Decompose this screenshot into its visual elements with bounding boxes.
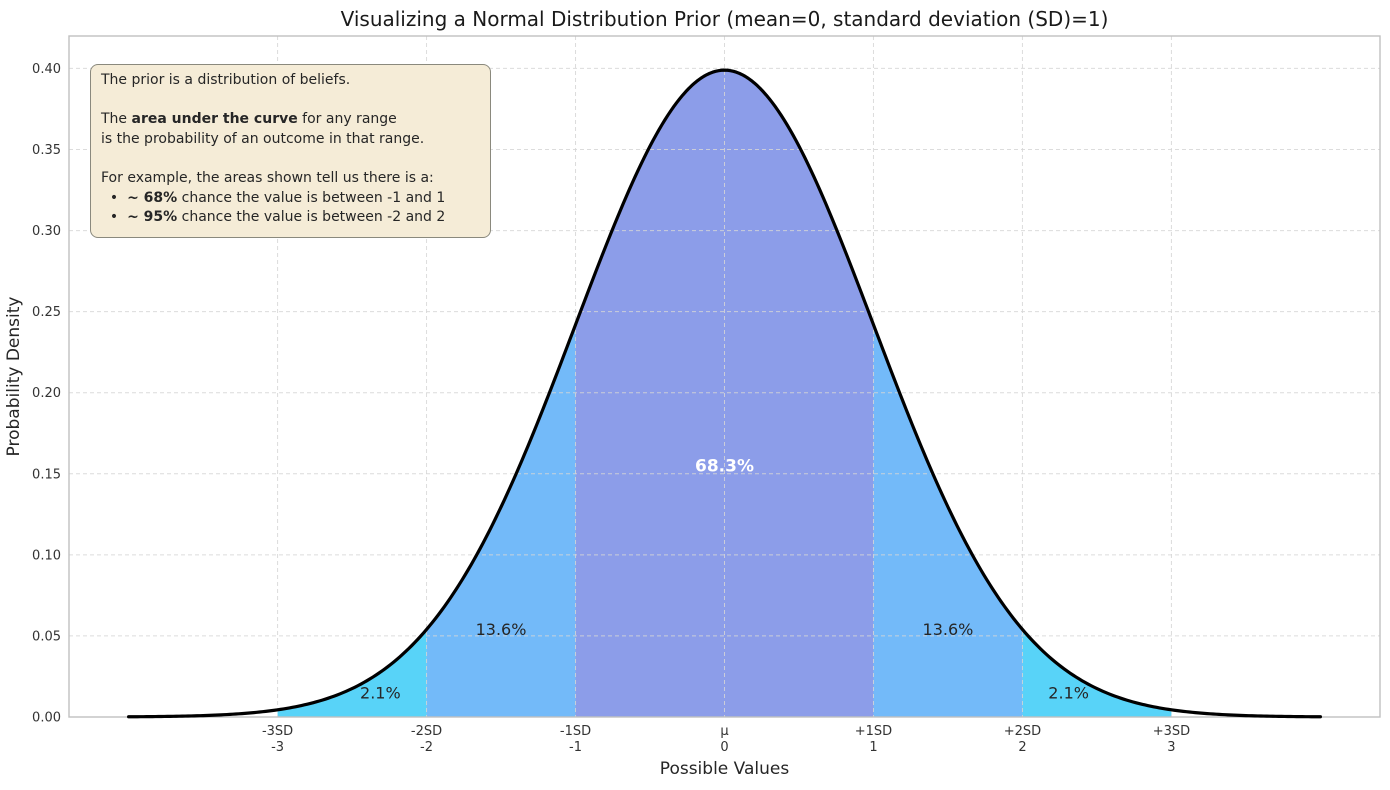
- annotation-line: is the probability of an outcome in that…: [101, 130, 480, 150]
- x-tick-sd-label: μ: [720, 724, 728, 739]
- plot-border: [68, 35, 1381, 718]
- annotation-text-bold: area under the curve: [131, 111, 298, 128]
- x-tick-value-label: -3: [271, 740, 284, 755]
- annotation-text: The: [101, 111, 132, 128]
- annotation-line: [101, 91, 480, 111]
- chart-title: Visualizing a Normal Distribution Prior …: [340, 7, 1109, 31]
- region-label: 2.1%: [360, 683, 401, 702]
- annotation-text: is the probability of an outcome in that…: [101, 130, 425, 147]
- annotation-line: The area under the curve for any range: [101, 110, 480, 130]
- annotation-line: The prior is a distribution of beliefs.: [101, 71, 480, 91]
- x-tick-value-label: -1: [569, 740, 582, 755]
- annotation-text-bold: ~ 68%: [127, 189, 178, 206]
- annotation-text: •: [101, 209, 128, 226]
- annotation-line: • ~ 68% chance the value is between -1 a…: [101, 189, 480, 209]
- y-tick-label: 0.25: [32, 305, 61, 320]
- x-axis-label: Possible Values: [660, 759, 790, 779]
- y-tick-label: 0.05: [32, 629, 61, 644]
- y-tick-label: 0.30: [32, 224, 61, 239]
- curve-path: [126, 68, 1323, 719]
- annotation-text: The prior is a distribution of beliefs.: [101, 72, 351, 88]
- y-tick-label: 0.15: [32, 467, 61, 482]
- x-tick-value-label: 0: [720, 740, 728, 755]
- region-fill: [277, 629, 427, 717]
- region-label: 13.6%: [923, 620, 974, 639]
- annotation-text: for any range: [297, 111, 397, 128]
- annotation-box: The prior is a distribution of beliefs. …: [90, 64, 491, 238]
- region-label: 13.6%: [476, 620, 527, 639]
- annotation-text: For example, the areas shown tell us the…: [101, 169, 434, 186]
- y-tick-label: 0.00: [32, 711, 61, 726]
- y-tick-label: 0.35: [32, 143, 61, 158]
- x-tick-value-label: 3: [1167, 740, 1175, 755]
- y-tick-label: 0.40: [32, 62, 61, 77]
- annotation-text: chance the value is between -1 and 1: [177, 189, 446, 206]
- y-tick-label: 0.20: [32, 386, 61, 401]
- x-tick-value-label: 2: [1018, 740, 1026, 755]
- x-tick-sd-label: -3SD: [262, 724, 293, 739]
- annotation-text: chance the value is between -2 and 2: [177, 209, 446, 226]
- y-tick-label: 0.10: [32, 548, 61, 563]
- region-fill: [1022, 629, 1172, 717]
- annotation-line: • ~ 95% chance the value is between -2 a…: [101, 208, 480, 228]
- annotation-text: •: [101, 189, 128, 206]
- y-axis-label: Probability Density: [4, 297, 24, 457]
- x-tick-sd-label: -1SD: [560, 724, 591, 739]
- region-label: 68.3%: [695, 457, 754, 477]
- x-tick-value-label: -2: [420, 740, 433, 755]
- x-tick-value-label: 1: [869, 740, 877, 755]
- x-tick-sd-label: +3SD: [1153, 724, 1190, 739]
- annotation-line: For example, the areas shown tell us the…: [101, 169, 480, 189]
- annotation-line: [101, 149, 480, 169]
- x-tick-sd-label: +2SD: [1004, 724, 1041, 739]
- x-tick-sd-label: +1SD: [855, 724, 892, 739]
- region-label: 2.1%: [1048, 683, 1089, 702]
- annotation-text-bold: ~ 95%: [127, 209, 178, 226]
- x-tick-sd-label: -2SD: [411, 724, 442, 739]
